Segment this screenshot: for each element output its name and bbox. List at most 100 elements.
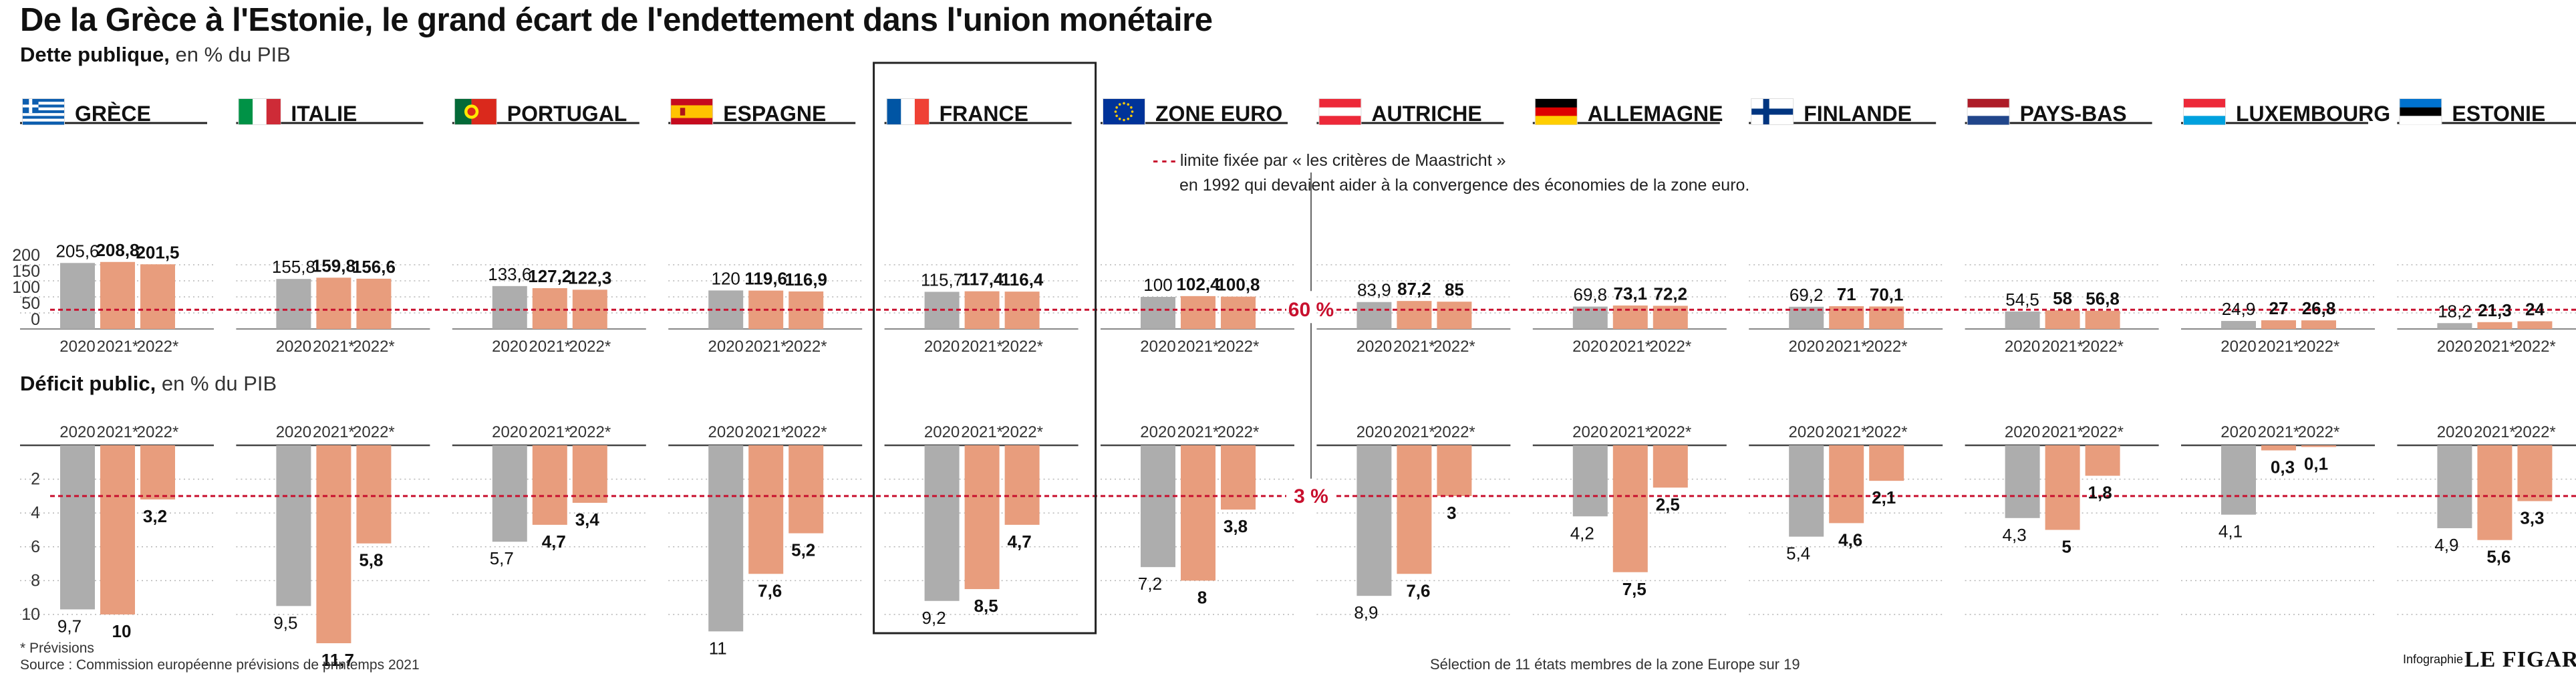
deficit-bar-zone-euro-1 [1141, 445, 1175, 568]
deficit-section-label: Déficit public, en % du PIB [20, 372, 277, 396]
debt-value-label: 71 [1837, 284, 1856, 304]
deficit-section-title: Déficit public, [20, 372, 156, 395]
deficit-year-label: 2021* [1826, 423, 1868, 441]
deficit-year-label: 2022* [1649, 423, 1691, 441]
flag-part [1535, 99, 1577, 108]
flag-part [23, 104, 64, 108]
deficit-bar-luxembourg-1 [2221, 445, 2256, 515]
deficit-value-label: 2,5 [1656, 494, 1680, 514]
debt-bar-italie-2 [316, 277, 351, 329]
deficit-bar-autriche-3 [1437, 445, 1472, 496]
deficit-year-label: 2021* [1393, 423, 1435, 441]
page-title: De la Grèce à l'Estonie, le grand écart … [20, 2, 1213, 38]
deficit-bar-grece-3 [140, 445, 175, 499]
deficit-bar-italie-1 [276, 445, 311, 606]
deficit-bar-portugal-3 [572, 445, 607, 503]
deficit-bar-autriche-1 [1356, 445, 1392, 596]
netherlands-flag [1967, 98, 2010, 125]
debt-year-label: 2022* [2514, 338, 2556, 356]
debt-year-label: 2022* [353, 338, 395, 356]
debt-value-label: 56,8 [2086, 289, 2120, 309]
estonia-flag [2399, 98, 2442, 125]
debt-value-label: 24,9 [2222, 299, 2256, 319]
debt-value-label: 205,6 [55, 241, 99, 261]
debt-value-label: 27 [2269, 298, 2289, 318]
flag-part [253, 99, 267, 124]
flag-part [1130, 106, 1133, 109]
debt-year-label: 2021* [2258, 338, 2300, 356]
deficit-bar-espagne-3 [789, 445, 824, 534]
debt-value-label: 122,3 [568, 267, 611, 288]
debt-year-label: 2022* [137, 338, 179, 356]
debt-value-label: 73,1 [1613, 283, 1647, 304]
panel-title-france: FRANCE [940, 102, 1028, 126]
gridlines [20, 122, 2576, 615]
deficit-bar-zone-euro-2 [1181, 445, 1215, 581]
italy-flag [238, 98, 281, 125]
debt-year-label: 2021* [1393, 338, 1435, 356]
flag-part [2184, 99, 2225, 108]
maastricht-note: - - - limite fixée par « les critères de… [1153, 148, 1749, 198]
deficit-bar-italie-3 [356, 445, 392, 544]
debt-bar-estonie-1 [2437, 323, 2472, 329]
deficit-value-label: 3,3 [2520, 507, 2544, 528]
deficit-value-label: 4,1 [2219, 522, 2243, 542]
flag-part [914, 99, 929, 124]
debt-year-label: 2020 [924, 338, 960, 356]
deficit-value-label: 7,2 [1138, 574, 1162, 594]
deficit-year-label: 2022* [353, 423, 395, 441]
deficit-value-label: 3,4 [575, 509, 600, 530]
debt-year-label: 2021* [961, 338, 1003, 356]
debt-bar-estonie-2 [2477, 322, 2513, 329]
debt-bar-estonie-3 [2517, 321, 2553, 329]
flag-part [2400, 116, 2442, 125]
debt-year-label: 2021* [97, 338, 139, 356]
debt-axis-tick: 0 [31, 310, 40, 329]
flag-part [2400, 99, 2442, 108]
debt-bar-pays-bas-3 [2085, 310, 2120, 329]
deficit-year-label: 2021* [2258, 423, 2300, 441]
deficit-value-label: 5,2 [791, 540, 815, 560]
panel-title-italie: ITALIE [291, 102, 357, 126]
debt-value-label: 102,4 [1176, 274, 1220, 294]
chart-labels: 050100150200246810GRÈCE205,62020208,8202… [12, 98, 2556, 670]
debt-value-label: 72,2 [1653, 283, 1687, 304]
flag-part [1123, 102, 1125, 105]
debt-year-label: 2022* [1866, 338, 1908, 356]
deficit-year-label: 2020 [2005, 423, 2040, 441]
deficit-year-label: 2022* [2298, 423, 2340, 441]
deficit-value-label: 7,5 [1622, 579, 1647, 599]
flag-part [467, 107, 476, 116]
debt-bar-luxembourg-3 [2301, 320, 2336, 329]
deficit-axis-tick: 10 [21, 605, 40, 624]
debt-axis-tick: 200 [12, 246, 40, 265]
deficit-value-label: 9,5 [273, 612, 297, 633]
panel-title-finlande: FINLANDE [1804, 102, 1912, 126]
flag-part [1118, 103, 1121, 106]
deficit-year-label: 2021* [1177, 423, 1220, 441]
deficit-value-label: 11,7 [321, 650, 354, 670]
deficit-bar-allemagne-1 [1572, 445, 1608, 517]
flag-part [887, 99, 901, 124]
debt-value-label: 83,9 [1357, 280, 1391, 300]
debt-year-label: 2021* [313, 338, 355, 356]
deficit-value-label: 4,3 [2003, 525, 2027, 545]
deficit-section-unit: en % du PIB [161, 372, 277, 395]
deficit-bar-allemagne-3 [1653, 445, 1688, 488]
debt-bar-luxembourg-1 [2221, 321, 2256, 329]
deficit-bar-zone-euro-3 [1221, 445, 1256, 510]
flag-part [266, 99, 281, 124]
deficit-value-label: 4,9 [2434, 535, 2458, 555]
flag-part [1763, 99, 1769, 124]
france-flag [886, 98, 929, 125]
debt-value-label: 155,8 [272, 257, 315, 277]
debt-value-label: 18,2 [2438, 301, 2472, 321]
flag-part [1127, 103, 1130, 106]
debt-value-label: 117,4 [961, 269, 1004, 290]
deficit-value-label: 11 [709, 638, 727, 658]
flag-part [1127, 118, 1130, 120]
debt-bar-grece-3 [140, 264, 175, 329]
debt-value-label: 58 [2053, 288, 2072, 308]
flag-part [1319, 99, 1361, 108]
